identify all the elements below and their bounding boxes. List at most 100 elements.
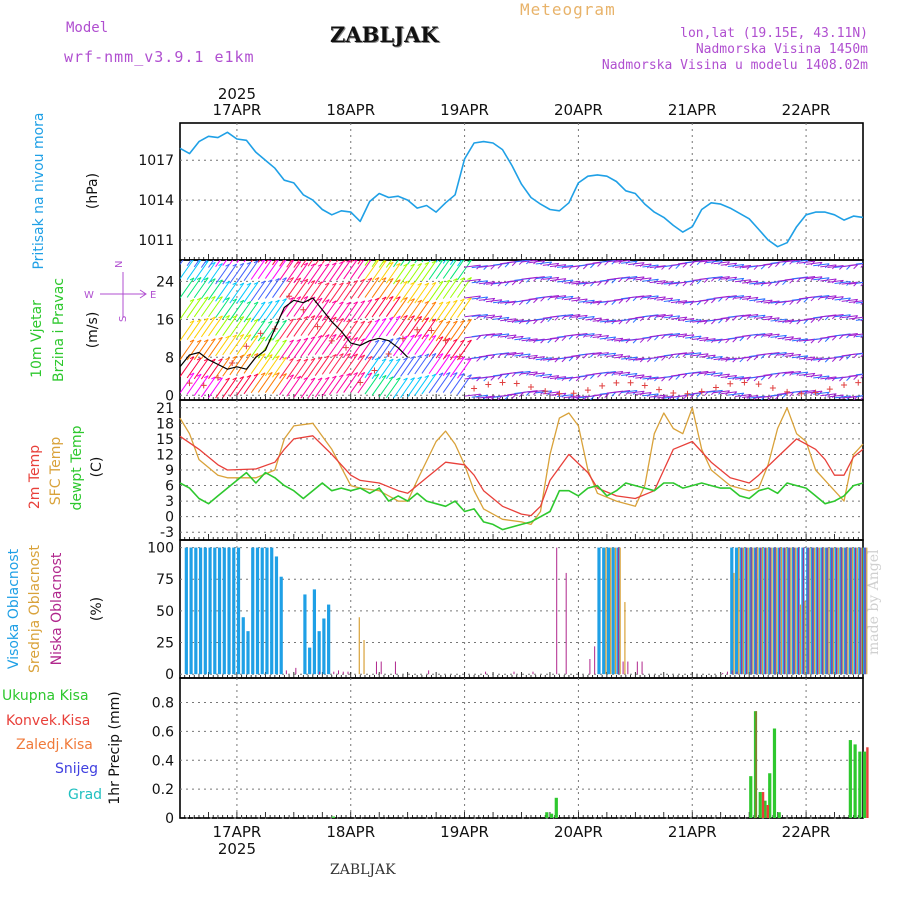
wind-barb-flag bbox=[310, 263, 316, 267]
wind-barb bbox=[813, 277, 830, 281]
wind-barb-flag bbox=[497, 374, 503, 380]
wind-barb bbox=[236, 282, 252, 304]
wind-barb-flag bbox=[689, 394, 695, 399]
wind-barb-flag bbox=[289, 374, 294, 378]
wind-barb bbox=[500, 334, 517, 338]
wind-barb bbox=[428, 320, 444, 341]
wind-barb bbox=[642, 264, 659, 268]
wind-barb-flag bbox=[711, 354, 716, 360]
wind-barb bbox=[685, 279, 702, 283]
low-cloud-bar bbox=[840, 547, 842, 675]
gust-marker bbox=[214, 374, 221, 381]
wind-barb-flag bbox=[296, 277, 301, 281]
low-cloud-bar bbox=[760, 547, 762, 675]
wind-barb bbox=[727, 295, 744, 299]
wind-barb bbox=[350, 278, 366, 300]
wind-barb-flag bbox=[868, 373, 872, 377]
wind-barb-flag bbox=[332, 282, 337, 286]
wind-barb bbox=[200, 262, 216, 283]
wind-barb-flag bbox=[367, 299, 373, 302]
wind-barb bbox=[378, 261, 394, 283]
wind-barb bbox=[215, 335, 230, 357]
wind-barb bbox=[272, 356, 287, 378]
wind-barb-flag bbox=[860, 283, 863, 287]
wind-barb bbox=[442, 260, 457, 279]
wind-barb-flag bbox=[803, 338, 809, 344]
wind-barb bbox=[364, 260, 370, 266]
mid-cloud-bar bbox=[742, 547, 745, 675]
wind-barb bbox=[756, 374, 773, 378]
wind-barb bbox=[393, 297, 408, 318]
wind-barb bbox=[734, 295, 751, 299]
wind-barb bbox=[272, 260, 277, 266]
wind-barb bbox=[428, 260, 444, 280]
wind-barb bbox=[264, 299, 280, 321]
wind-barb bbox=[727, 336, 744, 340]
wind-barb-flag bbox=[739, 278, 745, 283]
wind-barb-flag bbox=[445, 320, 451, 324]
wind-barb bbox=[222, 377, 238, 398]
wind-barb bbox=[692, 260, 709, 263]
wind-barb bbox=[720, 276, 737, 280]
wind-barb bbox=[507, 319, 524, 323]
wind-barb bbox=[279, 318, 295, 340]
wind-barb-flag bbox=[218, 336, 223, 340]
date-label-bottom: 22APR bbox=[782, 823, 831, 841]
wind-barb bbox=[293, 316, 309, 337]
wind-barb-flag bbox=[260, 301, 266, 305]
low-cloud-bar bbox=[347, 671, 349, 675]
wind-barb bbox=[307, 335, 323, 356]
y-tick-label: 9 bbox=[165, 463, 174, 479]
wind-barb-flag bbox=[232, 355, 237, 359]
wind-barb bbox=[407, 299, 423, 321]
wind-barb-flag bbox=[511, 334, 517, 340]
wind-barb-flag bbox=[388, 296, 394, 299]
wind-barb-flag bbox=[775, 300, 780, 306]
high-cloud-bar bbox=[734, 547, 739, 675]
wind-barb-flag bbox=[339, 334, 344, 338]
wind-barb-flag bbox=[317, 315, 323, 318]
wind-barb-flag bbox=[253, 352, 259, 356]
wind-barb-flag bbox=[268, 371, 273, 375]
wind-barb-flag bbox=[561, 357, 567, 363]
wind-barb bbox=[321, 262, 337, 284]
cloud-unit: (%) bbox=[89, 597, 105, 621]
wind-barb-flag bbox=[868, 281, 872, 285]
wind-barb-flag bbox=[868, 262, 872, 266]
wind-barb bbox=[827, 265, 844, 269]
wind-barb bbox=[236, 334, 252, 355]
wind-barb bbox=[300, 315, 316, 336]
wind-barb bbox=[606, 354, 623, 358]
wind-barb bbox=[307, 297, 323, 319]
wind-barb bbox=[685, 335, 702, 339]
wind-barb-flag bbox=[239, 376, 245, 380]
wind-barb bbox=[407, 260, 412, 265]
wind-barb-flag bbox=[760, 354, 766, 359]
wind-barb-flag bbox=[196, 277, 202, 280]
wind-barb-flag bbox=[853, 333, 859, 338]
wind-barb-flag bbox=[703, 278, 709, 283]
low-cloud-bar bbox=[731, 670, 733, 675]
wind-barb bbox=[621, 276, 638, 280]
wind-barb-flag bbox=[260, 320, 266, 323]
wind-barb-flag bbox=[853, 264, 859, 270]
wind-barb-flag bbox=[767, 374, 773, 380]
wind-barb-flag bbox=[410, 281, 415, 285]
gust-marker bbox=[442, 337, 449, 344]
wind-barb-flag bbox=[575, 376, 581, 382]
wind-barb-flag bbox=[760, 264, 766, 270]
wind-barb-flag bbox=[526, 277, 531, 283]
wind-barb-flag bbox=[204, 339, 209, 343]
wind-barb-flag bbox=[467, 297, 472, 301]
wind-barb-flag bbox=[675, 264, 681, 269]
wind-barb bbox=[236, 317, 252, 339]
wind-barb-flag bbox=[218, 358, 223, 362]
wind-barb-flag bbox=[211, 376, 216, 380]
wind-barb bbox=[250, 280, 266, 302]
wind-barb-flag bbox=[396, 337, 401, 340]
wind-barb bbox=[521, 390, 538, 394]
wind-barb bbox=[514, 370, 531, 374]
wind-barb-flag bbox=[225, 357, 230, 361]
wind-barb bbox=[407, 376, 423, 398]
compass-arrows bbox=[100, 272, 147, 318]
